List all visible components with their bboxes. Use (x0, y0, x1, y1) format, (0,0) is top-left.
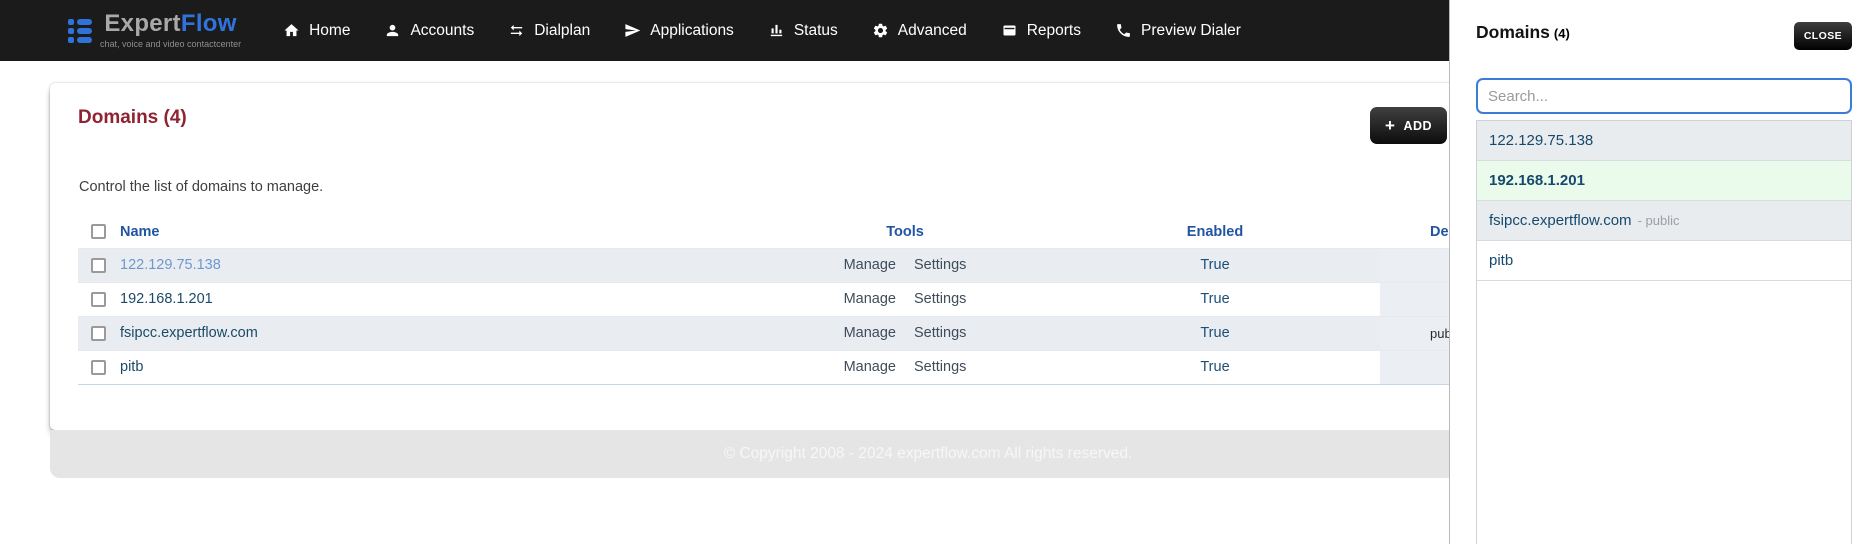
enabled-value: True (1200, 359, 1230, 375)
panel-count: (4) (1553, 26, 1570, 41)
logo-word-expert: Expert (104, 10, 181, 37)
phone-icon (1117, 24, 1130, 37)
ledger-icon (1003, 25, 1016, 36)
domain-search-input[interactable] (1476, 78, 1852, 114)
nav-label: Advanced (897, 21, 967, 39)
user-icon (387, 24, 399, 37)
domain-switcher-panel: Domains(4) CLOSE 122.129.75.138 192.168.… (1449, 0, 1856, 544)
nav-item-status[interactable]: Status (768, 22, 838, 40)
page-title: Domains (4) (78, 107, 187, 128)
domain-list: 122.129.75.138 192.168.1.201 fsipcc.expe… (1476, 120, 1852, 544)
settings-link[interactable]: Settings (914, 325, 967, 341)
domain-list-item[interactable]: 122.129.75.138 (1477, 121, 1851, 161)
manage-link[interactable]: Manage (843, 257, 896, 273)
settings-link[interactable]: Settings (914, 257, 967, 273)
nav-label: Preview Dialer (1141, 21, 1241, 39)
panel-header: Domains (4) CLOSE (1476, 22, 1852, 50)
row-checkbox[interactable] (91, 291, 106, 307)
nav-label: Accounts (410, 21, 475, 39)
header-tools[interactable]: Tools (886, 223, 924, 240)
nav-label: Status (793, 21, 838, 39)
header-name[interactable]: Name (120, 223, 160, 240)
add-button-label: ADD (1403, 118, 1433, 133)
nav-item-home[interactable]: Home (283, 22, 350, 40)
select-all-checkbox[interactable] (91, 224, 106, 240)
domain-list-item[interactable]: pitb (1477, 241, 1851, 281)
bar-chart-icon (770, 24, 782, 37)
settings-link[interactable]: Settings (914, 291, 967, 307)
home-icon (284, 24, 299, 37)
nav-item-accounts[interactable]: Accounts (384, 22, 474, 40)
logo-tagline: chat, voice and video contactcenter (100, 39, 242, 49)
domain-item-suffix: - public (1637, 213, 1680, 228)
settings-link[interactable]: Settings (914, 359, 967, 375)
domain-list-item-selected[interactable]: 192.168.1.201 (1477, 161, 1851, 201)
logo-dots-icon (68, 18, 92, 43)
add-button[interactable]: + ADD (1370, 107, 1448, 144)
copyright-text: © Copyright 2008 - 2024 expertflow.com A… (723, 445, 1133, 462)
row-checkbox[interactable] (91, 257, 106, 273)
page-description: Control the list of domains to manage. (79, 179, 324, 195)
nav-label: Applications (650, 21, 734, 39)
swap-arrows-icon (511, 24, 523, 37)
nav-item-dialplan[interactable]: Dialplan (508, 22, 590, 40)
plus-icon: + (1385, 116, 1396, 135)
enabled-value: True (1200, 257, 1230, 273)
nav-item-advanced[interactable]: Advanced (872, 22, 967, 40)
manage-link[interactable]: Manage (843, 291, 896, 307)
domain-item-label: 122.129.75.138 (1489, 132, 1594, 149)
domain-name-link[interactable]: pitb (120, 359, 144, 375)
send-icon (625, 24, 641, 37)
main-nav: Home Accounts Dialplan Applications Stat… (283, 22, 1241, 40)
domain-item-label: 192.168.1.201 (1489, 172, 1585, 189)
expertflow-logo[interactable]: ExpertFlow chat, voice and video contact… (68, 12, 241, 49)
enabled-value: True (1200, 291, 1230, 307)
domain-name-link[interactable]: 122.129.75.138 (120, 257, 221, 273)
domain-name-link[interactable]: fsipcc.expertflow.com (120, 325, 258, 341)
nav-label: Home (309, 21, 351, 39)
nav-item-reports[interactable]: Reports (1001, 22, 1081, 40)
domain-name-link[interactable]: 192.168.1.201 (120, 291, 213, 307)
row-checkbox[interactable] (91, 325, 106, 341)
close-button[interactable]: CLOSE (1793, 22, 1852, 50)
manage-link[interactable]: Manage (843, 325, 896, 341)
panel-title: Domains (4) (1476, 22, 1570, 42)
header-enabled[interactable]: Enabled (1186, 223, 1244, 240)
nav-item-preview-dialer[interactable]: Preview Dialer (1115, 22, 1241, 40)
enabled-value: True (1200, 325, 1230, 341)
gear-icon (873, 23, 887, 38)
domain-item-label: fsipcc.expertflow.com (1489, 212, 1632, 229)
nav-label: Dialplan (534, 21, 591, 39)
nav-item-applications[interactable]: Applications (624, 22, 734, 40)
manage-link[interactable]: Manage (843, 359, 896, 375)
logo-word-flow: Flow (180, 10, 237, 37)
row-checkbox[interactable] (91, 359, 106, 375)
domain-item-label: pitb (1489, 252, 1514, 269)
logo-text: ExpertFlow chat, voice and video contact… (100, 10, 242, 50)
domain-list-item[interactable]: fsipcc.expertflow.com - public (1477, 201, 1851, 241)
nav-label: Reports (1026, 21, 1081, 39)
